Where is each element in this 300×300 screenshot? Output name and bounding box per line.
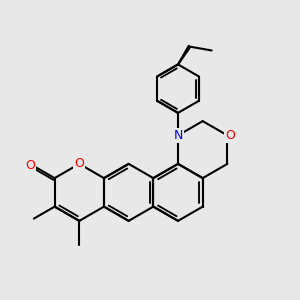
Text: N: N: [173, 129, 183, 142]
Text: O: O: [26, 159, 35, 172]
Text: O: O: [225, 129, 235, 142]
Text: O: O: [74, 158, 84, 170]
